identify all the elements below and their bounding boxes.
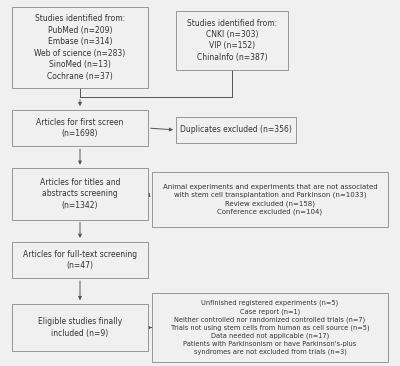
Text: Articles for titles and
abstracts screening
(n=1342): Articles for titles and abstracts screen… — [40, 178, 120, 210]
Text: Articles for first screen
(n=1698): Articles for first screen (n=1698) — [36, 118, 124, 138]
FancyBboxPatch shape — [12, 110, 148, 146]
Text: Duplicates excluded (n=356): Duplicates excluded (n=356) — [180, 126, 292, 134]
Text: Unfinished registered experiments (n=5)
Case report (n=1)
Neither controlled nor: Unfinished registered experiments (n=5) … — [171, 300, 369, 355]
FancyBboxPatch shape — [176, 117, 296, 143]
Text: Studies identified from:
CNKI (n=303)
VIP (n=152)
ChinaInfo (n=387): Studies identified from: CNKI (n=303) VI… — [187, 19, 277, 62]
Text: Articles for full-text screening
(n=47): Articles for full-text screening (n=47) — [23, 250, 137, 270]
Text: Animal experiments and experiments that are not associated
with stem cell transp: Animal experiments and experiments that … — [163, 184, 377, 215]
FancyBboxPatch shape — [152, 172, 388, 227]
FancyBboxPatch shape — [12, 7, 148, 88]
Text: Studies identified from:
PubMed (n=209)
Embase (n=314)
Web of science (n=283)
Si: Studies identified from: PubMed (n=209) … — [34, 14, 126, 81]
FancyBboxPatch shape — [152, 293, 388, 362]
FancyBboxPatch shape — [12, 242, 148, 278]
Text: Eligible studies finally
included (n=9): Eligible studies finally included (n=9) — [38, 317, 122, 338]
FancyBboxPatch shape — [12, 304, 148, 351]
FancyBboxPatch shape — [12, 168, 148, 220]
FancyBboxPatch shape — [176, 11, 288, 70]
